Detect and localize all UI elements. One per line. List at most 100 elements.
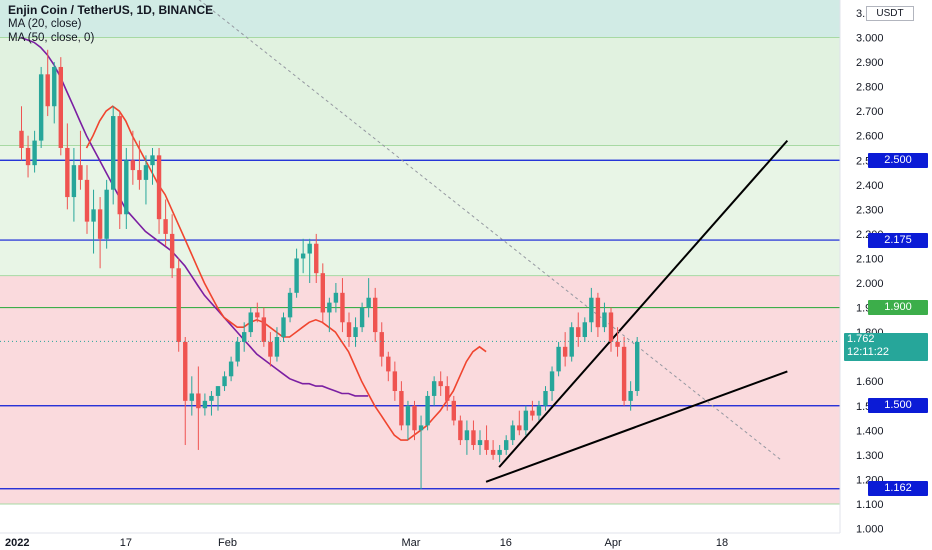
candle-57 — [392, 361, 398, 401]
candle-body — [25, 147, 31, 166]
candle-body — [451, 400, 456, 421]
price-axis-bg[interactable] — [840, 0, 932, 533]
candle-body — [477, 440, 483, 446]
candle-5 — [52, 62, 57, 124]
candle-body — [150, 155, 155, 166]
candle-body — [431, 381, 437, 396]
candle-22 — [163, 199, 168, 247]
candle-19 — [143, 155, 149, 205]
candle-body — [248, 312, 253, 333]
candle-body — [576, 327, 581, 338]
zone-2 — [0, 145, 840, 276]
candle-58 — [399, 381, 404, 431]
candle-body — [281, 317, 286, 338]
candle-body — [124, 160, 129, 215]
ma50-legend: MA (50, close, 0) — [8, 32, 95, 44]
candle-body — [425, 395, 430, 426]
candle-49 — [340, 278, 345, 333]
candle-53 — [366, 278, 371, 318]
candle-36 — [255, 302, 260, 323]
candle-body — [497, 449, 502, 455]
y-tick-1.000: 1.000 — [856, 524, 884, 536]
candle-29 — [209, 391, 214, 416]
candle-body — [510, 425, 515, 441]
candle-51 — [353, 317, 358, 347]
candle-body — [405, 405, 411, 426]
candle-body — [353, 327, 358, 338]
candle-2 — [32, 130, 37, 173]
candle-body — [274, 337, 280, 357]
y-tick-2.000: 2.000 — [856, 278, 884, 290]
ma20-line — [85, 105, 487, 441]
y-tick-1.600: 1.600 — [856, 376, 884, 388]
candle-88 — [595, 292, 601, 338]
candle-body — [582, 322, 587, 338]
candle-3 — [38, 66, 44, 148]
candle-0 — [19, 106, 24, 161]
candle-body — [589, 297, 594, 323]
candle-body — [71, 165, 77, 198]
candle-body — [52, 66, 57, 107]
candle-body — [484, 440, 489, 450]
candle-body — [556, 346, 561, 372]
candle-24 — [176, 258, 181, 352]
candle-body — [392, 371, 398, 392]
candles — [19, 49, 640, 490]
currency-label[interactable]: USDT — [866, 6, 914, 21]
candle-33 — [235, 337, 240, 367]
y-tick-1.400: 1.400 — [856, 425, 884, 437]
candle-47 — [327, 297, 332, 333]
candle-body — [314, 243, 319, 274]
candle-body — [366, 297, 371, 308]
level-label-2.175: 2.175 — [868, 232, 928, 248]
candle-body — [38, 74, 44, 141]
candle-body — [287, 292, 293, 318]
time-axis-bg[interactable] — [0, 533, 932, 550]
candle-86 — [582, 317, 587, 342]
candle-body — [156, 155, 162, 220]
y-tick-3.000: 3.000 — [856, 33, 884, 45]
candle-28 — [202, 393, 208, 416]
y-tick-2.300: 2.300 — [856, 204, 884, 216]
candle-11 — [91, 189, 96, 254]
candle-60 — [412, 400, 417, 441]
candle-55 — [379, 322, 384, 367]
candle-8 — [71, 147, 77, 222]
zone-1 — [0, 37, 840, 146]
candle-34 — [242, 322, 247, 352]
candle-body — [386, 356, 391, 372]
x-tick-Mar: Mar — [401, 537, 420, 549]
candle-67 — [458, 415, 463, 446]
candle-32 — [228, 356, 234, 382]
y-tick-1.100: 1.100 — [856, 499, 884, 511]
trendline-1 — [485, 370, 788, 483]
price-grid — [0, 37, 840, 505]
candle-43 — [300, 238, 306, 274]
candle-body — [261, 317, 267, 342]
candle-body — [78, 165, 83, 180]
candle-body — [163, 219, 168, 234]
trendlines — [198, 0, 789, 483]
candle-56 — [386, 351, 391, 382]
candle-68 — [464, 420, 470, 455]
y-tick-2.900: 2.900 — [856, 57, 884, 69]
ma20-legend: MA (20, close) — [8, 18, 82, 30]
bar-countdown: 12:11:22 — [847, 346, 890, 359]
candle-83 — [562, 332, 568, 367]
candle-body — [379, 332, 384, 357]
candle-body — [143, 165, 149, 180]
candle-body — [268, 341, 273, 357]
candle-body — [602, 312, 607, 328]
candle-42 — [294, 248, 299, 298]
candle-body — [209, 395, 214, 401]
candle-54 — [373, 287, 378, 342]
x-tick-16: 16 — [500, 537, 512, 549]
level-label-2.500: 2.500 — [868, 152, 928, 168]
candle-76 — [517, 410, 522, 436]
candle-body — [45, 74, 50, 107]
candle-31 — [222, 371, 227, 392]
candle-62 — [425, 391, 430, 431]
candle-89 — [602, 302, 607, 333]
candle-94 — [635, 337, 640, 396]
